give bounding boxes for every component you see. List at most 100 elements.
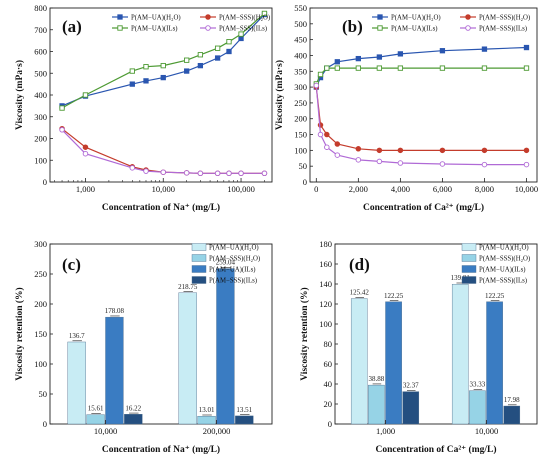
data-point-b-3	[439, 161, 446, 167]
y-tick-label-c: 300	[34, 239, 47, 249]
data-label-d-1-0: 139.81	[451, 274, 471, 282]
legend-label-b: P(AM−UA)(ILs)	[391, 26, 438, 33]
legend-swatch-c	[191, 265, 207, 273]
data-point-b-2	[439, 65, 446, 71]
bar-d-1-1	[469, 390, 486, 425]
data-point-a-2	[160, 62, 166, 69]
y-tick-label-a: 200	[34, 134, 47, 144]
data-point-a-2	[184, 57, 190, 63]
y-tick-label-b: 450	[294, 35, 307, 45]
series-line-b-1	[315, 87, 527, 151]
data-point-a-3	[197, 170, 204, 177]
y-tick-label-b: 150	[294, 130, 307, 140]
panel-a-marks: 0 100 200 300 400 500 600 700 800 Viscosity (mPa·…	[14, 3, 273, 213]
y-tick-label-b: 500	[294, 19, 307, 29]
x-axis-title-b: Concentration of Ca²⁺ (mg/L)	[363, 202, 484, 213]
legend-label-d: P(AM−SSS)(ILs)	[479, 278, 527, 285]
data-point-a-3	[226, 170, 232, 177]
panel-d: 0 20 40 60 80 100 120 140 160 180 Viscosity retent…	[299, 239, 538, 455]
legend-label-a: P(AM−UA)(H₂O)	[131, 15, 181, 22]
data-label-c-0-1: 15.61	[88, 405, 104, 413]
data-point-b-1	[355, 146, 362, 152]
bar-c-0-1	[86, 414, 105, 425]
data-point-b-3	[376, 158, 383, 165]
data-label-c-1-3: 13.51	[236, 406, 252, 414]
data-point-b-2	[324, 65, 330, 71]
legend-label-b: P(AM−SSS)(ILs)	[479, 26, 527, 33]
legend-label-b: P(AM−SSS)(H₂O)	[479, 15, 530, 22]
legend-marker-a	[205, 14, 211, 20]
data-point-b-1	[376, 147, 383, 154]
data-point-b-3	[334, 152, 341, 158]
data-point-a-0	[143, 78, 149, 84]
data-point-b-3	[355, 157, 362, 163]
legend-swatch-d	[461, 254, 477, 262]
panel-c-letter: (c)	[62, 255, 81, 274]
y-tick-label-c: 100	[34, 359, 47, 369]
x-axis-title-d: Concentration of Ca²⁺ (mg/L)	[375, 444, 496, 455]
data-point-b-0	[334, 59, 340, 65]
data-point-a-0	[129, 81, 135, 87]
bar-c-0-0	[67, 341, 86, 425]
legend-marker-b	[377, 25, 383, 31]
legend-label-a: P(AM−SSS)(ILs)	[219, 26, 267, 33]
data-point-a-1	[82, 144, 89, 150]
data-point-b-2	[334, 65, 340, 71]
y-tick-label-a: 500	[34, 68, 47, 78]
data-label-d-0-2: 122.25	[384, 292, 404, 300]
x-tick-label-c: 200,000	[203, 426, 231, 436]
x-tick-label-b: 0	[314, 184, 318, 194]
data-label-d-0-0: 125.42	[350, 289, 370, 297]
data-point-b-1	[397, 147, 404, 154]
data-point-a-2	[226, 39, 232, 45]
panel-b: 0 50 100 150 200 250 300 350 400 450 500 550 Viscosi…	[274, 3, 538, 213]
y-tick-label-d: 60	[324, 359, 333, 369]
y-tick-label-b: 300	[294, 82, 307, 92]
x-tick-label-b: 10,000	[515, 184, 538, 194]
x-tick-label-a: 1,000	[76, 184, 95, 194]
y-tick-label-a: 800	[34, 3, 47, 13]
data-point-a-3	[59, 127, 65, 133]
x-tick-label-b: 8,000	[475, 184, 494, 194]
x-tick-label-c: 10,000	[94, 426, 117, 436]
data-point-b-0	[397, 51, 404, 57]
y-axis-title-c: Viscosity retention (%)	[14, 287, 25, 380]
y-tick-label-a: 100	[34, 155, 47, 165]
data-point-a-3	[261, 170, 268, 177]
y-tick-label-a: 600	[34, 47, 47, 57]
data-point-a-3	[183, 170, 190, 176]
panel-a: 0 100 200 300 400 500 600 700 800 Viscosity (mPa·…	[14, 3, 273, 213]
bar-c-0-2	[105, 316, 124, 425]
data-point-a-0	[238, 35, 244, 42]
data-label-c-0-3: 16.22	[125, 404, 141, 412]
data-point-b-1	[334, 141, 341, 147]
y-tick-label-d: 180	[319, 239, 332, 249]
bar-d-0-2	[385, 301, 402, 425]
data-point-a-2	[197, 52, 204, 58]
legend-marker-a	[117, 25, 123, 31]
y-tick-label-d: 0	[328, 419, 332, 429]
legend-marker-a	[205, 25, 211, 31]
data-point-b-0	[376, 54, 383, 60]
data-point-b-3	[523, 161, 530, 168]
panel-b-marks: 0 50 100 150 200 250 300 350 400 450 500 550 Viscosi…	[274, 3, 538, 213]
data-point-a-0	[160, 74, 166, 81]
legend-swatch-c	[191, 254, 207, 262]
data-label-c-0-2: 178.08	[105, 307, 125, 315]
data-label-d-0-3: 32.37	[403, 382, 419, 390]
bar-c-0-3	[124, 414, 143, 425]
data-point-b-1	[481, 147, 488, 154]
panel-b-letter: (b)	[342, 17, 363, 36]
legend-swatch-d	[461, 276, 477, 284]
data-point-a-2	[59, 105, 65, 111]
x-tick-label-a: 100,000	[227, 184, 255, 194]
x-tick-label-d: 1,000	[376, 426, 395, 436]
data-label-c-1-1: 13.01	[199, 406, 215, 414]
data-point-b-2	[317, 71, 324, 78]
data-point-a-3	[214, 170, 221, 177]
data-point-b-2	[481, 65, 488, 71]
legend-label-d: P(AM−UA)(ILs)	[479, 267, 526, 274]
series-line-b-3	[315, 85, 527, 166]
data-point-a-3	[238, 170, 244, 177]
